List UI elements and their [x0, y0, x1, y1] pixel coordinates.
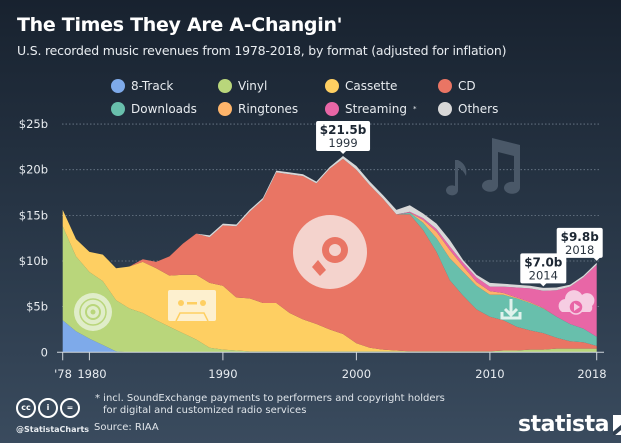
cassette-icon: [168, 290, 216, 322]
cloud-play-icon: [558, 290, 595, 315]
legend-swatch: [325, 79, 339, 93]
brand-name: statista: [518, 412, 609, 437]
x-tick-label: 1980: [77, 367, 106, 381]
y-tick-label: $10b: [19, 254, 48, 268]
footnote-line-1: * incl. SoundExchange payments to perfor…: [95, 393, 445, 404]
callout-pointer: [539, 282, 548, 287]
chart-title: The Times They Are A-Changin': [17, 14, 343, 36]
callout-box: [316, 121, 371, 152]
legend-item-vinyl: Vinyl: [218, 77, 325, 95]
attribution-icon: i: [38, 398, 58, 418]
callout-value: $21.5b: [320, 123, 367, 137]
chart-subtitle: U.S. recorded music revenues from 1978-2…: [17, 43, 507, 58]
x-tick-label: '78: [54, 367, 72, 381]
callout-year: 2018: [565, 243, 594, 257]
legend-swatch: [218, 102, 232, 116]
x-tick-label: 2010: [475, 367, 504, 381]
legend-item-others: Others: [438, 100, 538, 118]
legend-swatch: [111, 102, 125, 116]
callout-box: [556, 227, 603, 258]
legend-swatch: [438, 79, 452, 93]
legend-item-streaming: Streaming *: [325, 100, 438, 118]
area-vinyl: [62, 226, 597, 353]
legend-item-cassette: Cassette: [325, 77, 438, 95]
legend-item-downloads: Downloads: [111, 100, 218, 118]
legend-label: Cassette: [345, 79, 398, 93]
legend-swatch: [218, 79, 232, 93]
legend-item-cd: CD: [438, 77, 538, 95]
callout-pointer: [339, 150, 348, 155]
legend-swatch: [438, 102, 452, 116]
callout-value: $9.8b: [561, 230, 600, 244]
x-tick-label: 2000: [342, 367, 371, 381]
legend-swatch: [111, 79, 125, 93]
footnote-line-2: for digital and customized radio service…: [103, 405, 307, 416]
legend-item-ringtones: Ringtones: [218, 100, 325, 118]
y-tick-label: $15b: [19, 208, 48, 222]
legend-label: Vinyl: [238, 79, 268, 93]
legend-item-8track: 8-Track: [111, 77, 218, 95]
x-tick-label: 2018: [577, 367, 606, 381]
legend: 8-Track Vinyl Cassette CD Downloads Ring…: [111, 77, 538, 118]
legend-label: Downloads: [131, 102, 197, 116]
x-tick-label: 1990: [208, 367, 237, 381]
cc-license-icon: cc: [16, 398, 36, 418]
twitter-handle: @StatistaCharts: [16, 425, 90, 434]
legend-label: CD: [458, 79, 476, 93]
statista-logo-icon: [612, 414, 621, 435]
area-downloads: [62, 158, 597, 346]
statista-logo[interactable]: statista: [518, 412, 621, 437]
callout-value: $7.0b: [524, 255, 563, 269]
y-tick-label: $5b: [26, 300, 48, 314]
legend-label: Ringtones: [238, 102, 299, 116]
footnote-marker: *: [412, 105, 417, 113]
source-text: Source: RIAA: [94, 422, 159, 433]
legend-label: Others: [458, 102, 499, 116]
y-tick-label: $25b: [19, 117, 48, 131]
music-notes-icon: [446, 138, 520, 196]
legend-swatch: [325, 102, 339, 116]
vinyl-record-icon: [74, 293, 112, 331]
callout-year: 2014: [529, 268, 558, 282]
callout-box: [520, 253, 567, 284]
y-tick-label: 0: [41, 345, 48, 359]
legend-label: Streaming: [345, 102, 407, 116]
y-tick-label: $20b: [19, 163, 48, 177]
no-derivatives-icon: =: [60, 398, 80, 418]
callout-pointer: [592, 256, 601, 261]
legend-label: 8-Track: [131, 79, 174, 93]
download-icon: [500, 299, 522, 320]
callout-year: 1999: [328, 136, 357, 150]
cd-icon: [293, 215, 367, 289]
